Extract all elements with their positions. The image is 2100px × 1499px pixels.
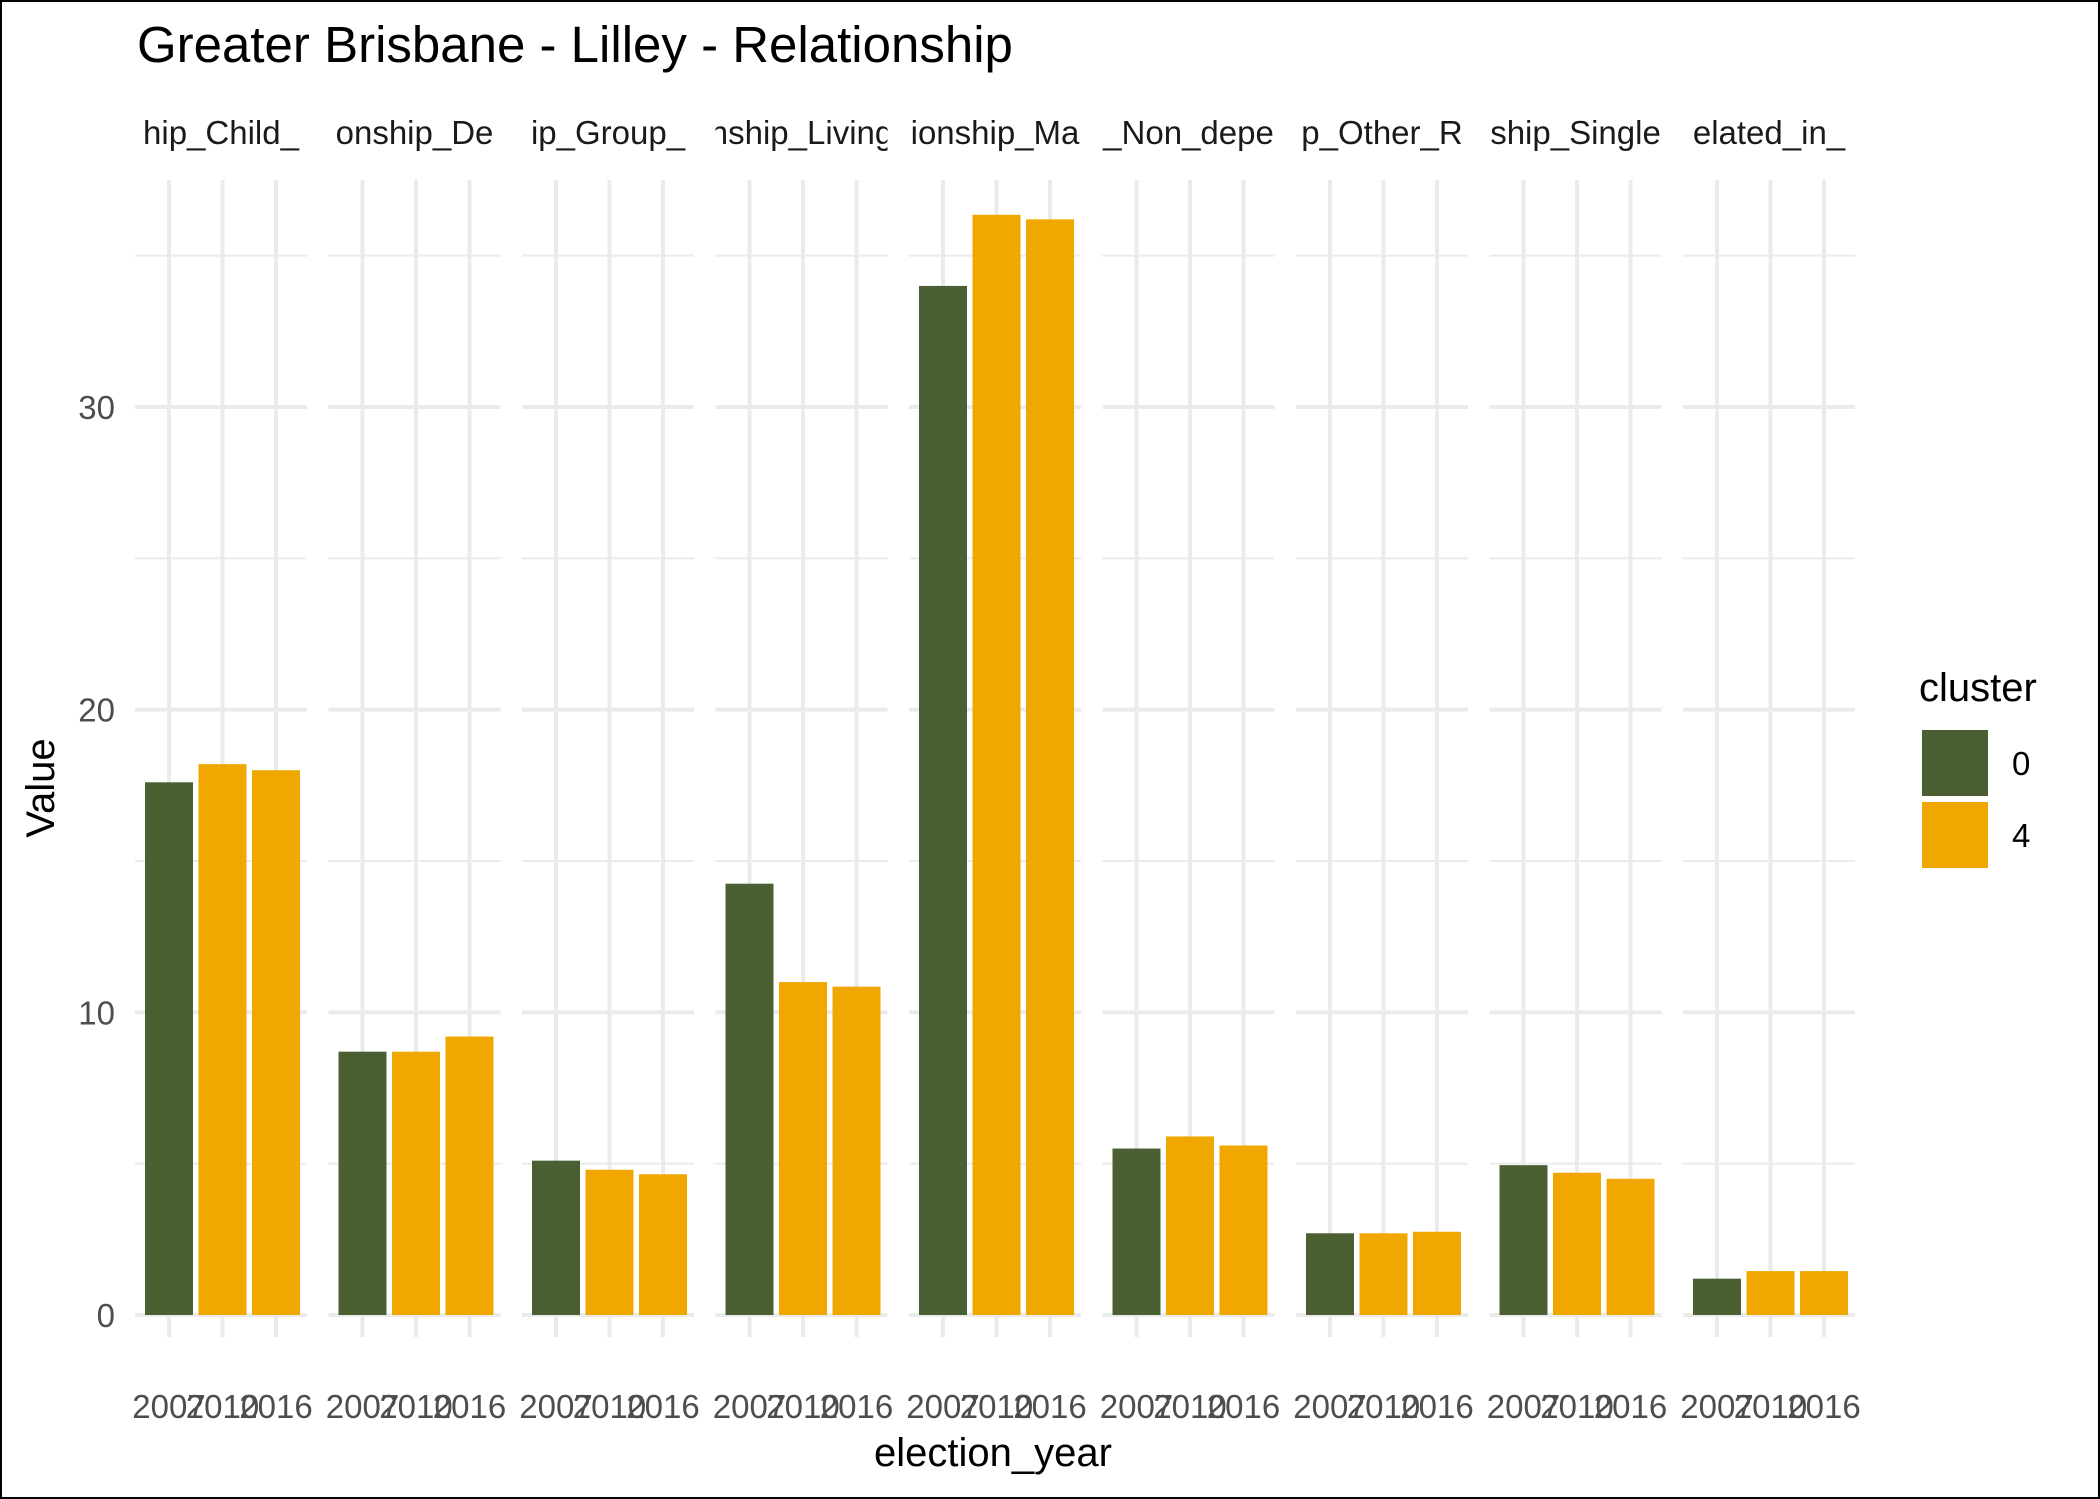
x-tick-label: 2016 xyxy=(1400,1388,1473,1425)
x-tick-label: 2010 xyxy=(573,1388,646,1425)
bar xyxy=(1746,1271,1795,1315)
x-tick-label: 2007 xyxy=(713,1388,786,1425)
bar xyxy=(639,1174,687,1315)
bar xyxy=(1800,1271,1848,1315)
x-tick-label: 2016 xyxy=(1013,1388,1086,1425)
bar xyxy=(1219,1145,1268,1315)
bar xyxy=(1166,1136,1214,1315)
bar xyxy=(1693,1278,1741,1315)
facet-panels: hip_Child_200720102016onship_De200720102… xyxy=(132,114,1860,1425)
x-tick-label: 2016 xyxy=(239,1388,312,1425)
x-tick-label: 2007 xyxy=(132,1388,205,1425)
facet-strip-label: hip_Child_ xyxy=(143,114,300,151)
bar xyxy=(919,285,967,1315)
bar xyxy=(1606,1178,1655,1315)
x-tick-label: 2016 xyxy=(1787,1388,1860,1425)
bar xyxy=(1112,1148,1161,1315)
bar xyxy=(532,1160,580,1315)
bar xyxy=(1359,1233,1408,1315)
x-tick-label: 2010 xyxy=(1347,1388,1420,1425)
legend-swatch xyxy=(1922,802,1988,868)
y-axis: 0 10 20 30 xyxy=(78,389,115,1334)
bar xyxy=(725,883,774,1315)
x-tick-label: 2010 xyxy=(1540,1388,1613,1425)
bar xyxy=(1026,219,1074,1315)
bar xyxy=(145,782,193,1315)
y-tick-label: 30 xyxy=(78,389,115,426)
bar xyxy=(585,1169,634,1315)
chart-title: Greater Brisbane - Lilley - Relationship xyxy=(137,16,1013,73)
x-tick-label: 2010 xyxy=(186,1388,259,1425)
x-tick-label: 2007 xyxy=(1680,1388,1753,1425)
facet-strip-label: ship_Single xyxy=(1490,114,1661,151)
x-tick-label: 2016 xyxy=(433,1388,506,1425)
x-tick-label: 2007 xyxy=(326,1388,399,1425)
bar xyxy=(1306,1233,1354,1315)
facet-strip-label: ionship_Ma xyxy=(911,114,1080,151)
x-tick-label: 2010 xyxy=(1734,1388,1807,1425)
facet-strip-label: nship_Living xyxy=(710,114,893,151)
y-axis-title: Value xyxy=(19,738,63,837)
facet-strip-label: _Non_depe xyxy=(1102,114,1274,151)
x-tick-label: 2016 xyxy=(1594,1388,1667,1425)
x-tick-label: 2007 xyxy=(906,1388,979,1425)
bar xyxy=(198,764,247,1315)
x-tick-label: 2007 xyxy=(1293,1388,1366,1425)
y-tick-label: 20 xyxy=(78,692,115,729)
bar xyxy=(1413,1231,1461,1315)
x-axis-title: election_year xyxy=(874,1431,1112,1475)
legend-swatch xyxy=(1922,730,1988,796)
x-tick-label: 2016 xyxy=(1207,1388,1280,1425)
x-tick-label: 2010 xyxy=(960,1388,1033,1425)
facet-strip-label: onship_De xyxy=(336,114,494,151)
legend: cluster 0 4 xyxy=(1919,666,2037,868)
bar xyxy=(445,1036,494,1315)
x-tick-label: 2010 xyxy=(379,1388,452,1425)
bar xyxy=(338,1051,387,1315)
bar xyxy=(392,1051,440,1315)
bar xyxy=(779,982,827,1315)
facet-strip-label: elated_in_ xyxy=(1693,114,1846,151)
x-tick-label: 2007 xyxy=(519,1388,592,1425)
bar xyxy=(252,770,300,1315)
bar xyxy=(832,986,881,1315)
x-tick-label: 2010 xyxy=(766,1388,839,1425)
bar xyxy=(972,214,1021,1316)
x-tick-label: 2007 xyxy=(1100,1388,1173,1425)
y-tick-label: 0 xyxy=(97,1297,115,1334)
x-tick-label: 2010 xyxy=(1153,1388,1226,1425)
y-tick-label: 10 xyxy=(78,994,115,1031)
facet-strip-label: p_Other_R xyxy=(1301,114,1462,151)
bar xyxy=(1553,1172,1601,1315)
x-tick-label: 2007 xyxy=(1487,1388,1560,1425)
bar xyxy=(1499,1165,1548,1315)
legend-title: cluster xyxy=(1919,666,2037,710)
legend-label: 0 xyxy=(2012,745,2030,782)
facet-strip-label: ip_Group_ xyxy=(531,114,686,151)
x-tick-label: 2016 xyxy=(626,1388,699,1425)
x-tick-label: 2016 xyxy=(820,1388,893,1425)
legend-label: 4 xyxy=(2012,817,2030,854)
